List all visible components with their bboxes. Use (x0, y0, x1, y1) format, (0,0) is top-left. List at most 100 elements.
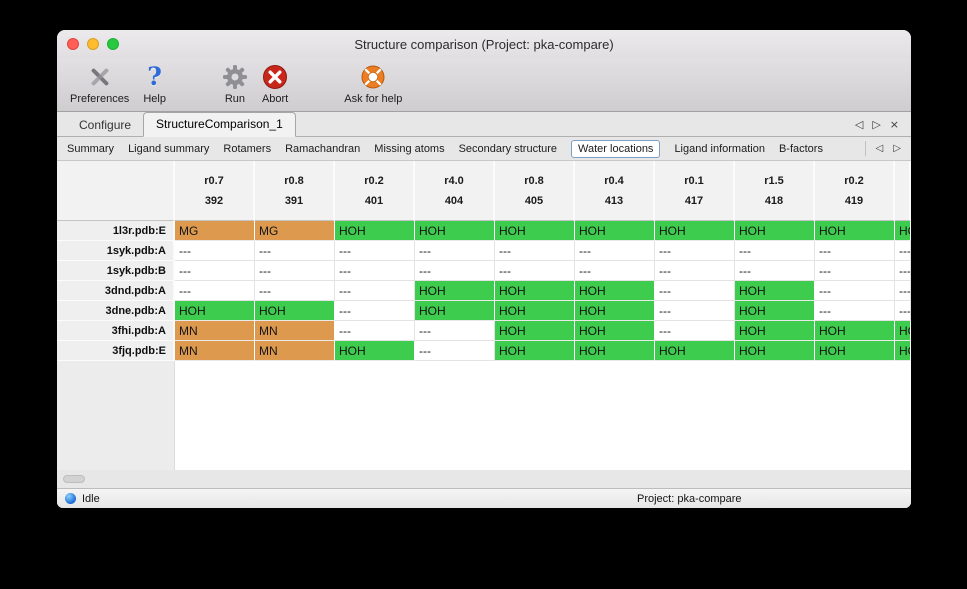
close-window-button[interactable] (67, 38, 79, 50)
table-cell[interactable]: --- (815, 241, 895, 261)
table-cell[interactable]: --- (495, 261, 575, 281)
table-cell[interactable]: HOH (495, 281, 575, 301)
table-cell[interactable]: --- (335, 281, 415, 301)
table-cell[interactable]: HOH (255, 301, 335, 321)
table-cell[interactable]: HOH (495, 221, 575, 241)
table-cell[interactable]: --- (655, 261, 735, 281)
subtab-missing-atoms[interactable]: Missing atoms (374, 142, 445, 155)
minimize-window-button[interactable] (87, 38, 99, 50)
table-cell[interactable]: --- (815, 261, 895, 281)
table-cell[interactable]: HOH (735, 281, 815, 301)
subtab-ligand-summary[interactable]: Ligand summary (128, 142, 210, 155)
table-cell[interactable]: --- (415, 321, 495, 341)
tab-configure[interactable]: Configure (79, 118, 132, 132)
table-cell[interactable]: --- (655, 301, 735, 321)
row-header[interactable]: 3fhi.pdb:A (57, 321, 175, 341)
table-cell[interactable]: --- (655, 281, 735, 301)
table-cell[interactable]: HOH (495, 301, 575, 321)
table-cell[interactable]: --- (895, 301, 911, 321)
preferences-button[interactable]: Preferences (63, 62, 136, 105)
table-cell[interactable]: HOH (575, 281, 655, 301)
horizontal-scrollbar-thumb[interactable] (63, 475, 85, 483)
table-cell[interactable]: HOH (815, 321, 895, 341)
run-button[interactable]: Run (215, 62, 255, 105)
table-cell[interactable]: HOH (495, 321, 575, 341)
column-header[interactable]: r0.7 392 (175, 161, 255, 221)
column-header[interactable]: r0.2 419 (815, 161, 895, 221)
table-cell[interactable]: HOH (335, 221, 415, 241)
table-cell[interactable]: HOH (415, 281, 495, 301)
table-cell[interactable]: HOH (335, 341, 415, 361)
column-header[interactable]: r1.5 418 (735, 161, 815, 221)
table-cell[interactable]: --- (255, 241, 335, 261)
table-cell[interactable]: HOH (735, 301, 815, 321)
row-header[interactable]: 3dnd.pdb:A (57, 281, 175, 301)
table-cell[interactable]: --- (335, 261, 415, 281)
table-cell[interactable]: MN (255, 321, 335, 341)
table-cell[interactable]: --- (735, 261, 815, 281)
table-cell[interactable]: HOH (895, 341, 911, 361)
column-header[interactable]: r0.8 405 (495, 161, 575, 221)
table-cell[interactable]: HOH (815, 341, 895, 361)
column-header[interactable]: r0.2 401 (335, 161, 415, 221)
horizontal-scrollbar-track[interactable] (57, 470, 911, 488)
table-cell[interactable]: MG (175, 221, 255, 241)
table-cell[interactable]: HOH (895, 321, 911, 341)
table-cell[interactable]: --- (255, 281, 335, 301)
ask-for-help-button[interactable]: Ask for help (337, 62, 409, 105)
table-cell[interactable]: --- (415, 241, 495, 261)
table-cell[interactable]: HOH (415, 301, 495, 321)
table-cell[interactable]: --- (415, 341, 495, 361)
column-header[interactable] (895, 161, 911, 221)
table-cell[interactable]: --- (655, 321, 735, 341)
subtab-forward-icon[interactable]: ▷ (893, 143, 901, 154)
subtab-water-locations[interactable]: Water locations (571, 139, 661, 158)
column-header[interactable]: r4.0 404 (415, 161, 495, 221)
table-cell[interactable]: --- (335, 241, 415, 261)
subtab-secondary-structure[interactable]: Secondary structure (458, 142, 558, 155)
table-cell[interactable]: MG (255, 221, 335, 241)
row-header[interactable]: 3dne.pdb:A (57, 301, 175, 321)
table-cell[interactable]: HOH (735, 321, 815, 341)
table-cell[interactable]: --- (415, 261, 495, 281)
tab-back-icon[interactable]: ◁ (854, 118, 864, 131)
table-cell[interactable]: --- (255, 261, 335, 281)
table-cell[interactable]: HOH (815, 221, 895, 241)
zoom-window-button[interactable] (107, 38, 119, 50)
table-cell[interactable]: --- (175, 241, 255, 261)
row-header[interactable]: 1syk.pdb:A (57, 241, 175, 261)
table-cell[interactable]: HOH (415, 221, 495, 241)
row-header[interactable]: 1syk.pdb:B (57, 261, 175, 281)
row-header[interactable]: 1l3r.pdb:E (57, 221, 175, 241)
subtab-summary[interactable]: Summary (67, 142, 115, 155)
table-cell[interactable]: HOH (495, 341, 575, 361)
table-cell[interactable]: --- (895, 261, 911, 281)
table-cell[interactable]: MN (175, 341, 255, 361)
table-cell[interactable]: HOH (175, 301, 255, 321)
table-cell[interactable]: --- (175, 281, 255, 301)
column-header[interactable]: r0.8 391 (255, 161, 335, 221)
table-cell[interactable]: HOH (575, 321, 655, 341)
help-button[interactable]: ? Help (136, 62, 173, 106)
table-cell[interactable]: --- (735, 241, 815, 261)
column-header[interactable]: r0.1 417 (655, 161, 735, 221)
table-cell[interactable]: --- (495, 241, 575, 261)
table-cell[interactable]: HOH (575, 341, 655, 361)
column-header[interactable]: r0.4 413 (575, 161, 655, 221)
table-cell[interactable]: HOH (575, 221, 655, 241)
table-cell[interactable]: --- (895, 281, 911, 301)
table-cell[interactable]: MN (175, 321, 255, 341)
table-cell[interactable]: HOH (655, 221, 735, 241)
table-cell[interactable]: --- (575, 241, 655, 261)
table-cell[interactable]: --- (895, 241, 911, 261)
abort-button[interactable]: Abort (255, 62, 295, 105)
tab-close-icon[interactable]: × (889, 118, 899, 131)
table-cell[interactable]: HOH (895, 221, 911, 241)
row-header[interactable]: 3fjq.pdb:E (57, 341, 175, 361)
table-cell[interactable]: --- (575, 261, 655, 281)
subtab-rotamers[interactable]: Rotamers (223, 142, 272, 155)
table-cell[interactable]: MN (255, 341, 335, 361)
subtab-ligand-information[interactable]: Ligand information (674, 142, 765, 155)
tab-forward-icon[interactable]: ▷ (872, 118, 881, 131)
table-cell[interactable]: HOH (735, 221, 815, 241)
